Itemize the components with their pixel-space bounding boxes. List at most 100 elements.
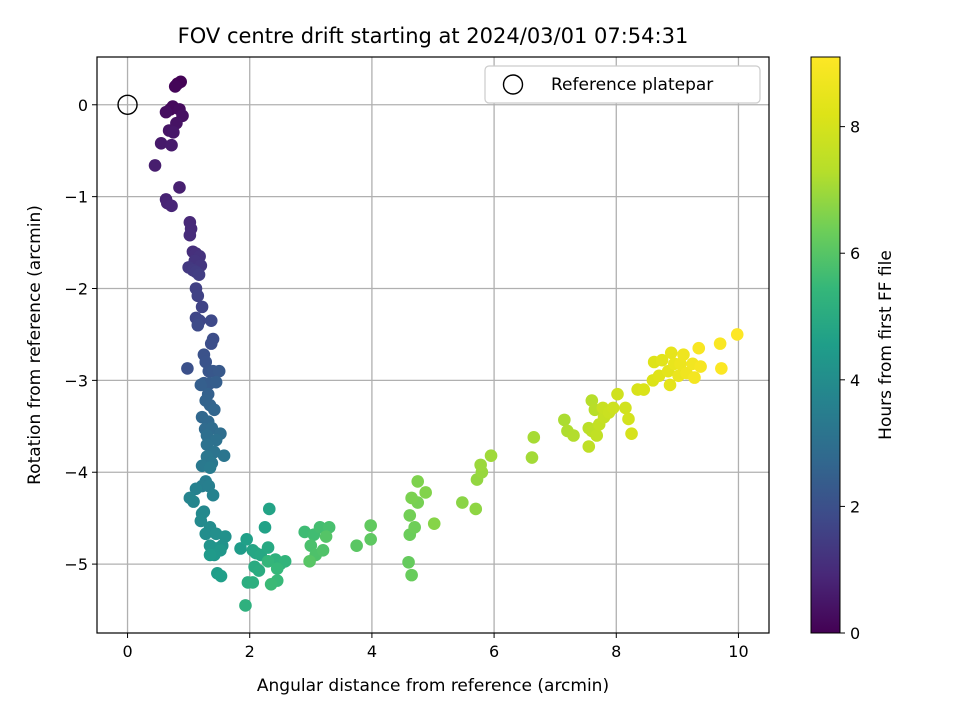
x-tick-label: 2 <box>245 642 255 661</box>
data-point <box>469 502 483 516</box>
data-point <box>206 488 220 502</box>
data-point <box>191 289 205 303</box>
data-point <box>405 568 418 582</box>
data-point <box>730 328 744 341</box>
data-point <box>167 126 180 139</box>
data-point <box>262 502 276 516</box>
data-point <box>590 429 604 442</box>
x-axis-label: Angular distance from reference (arcmin) <box>257 676 609 696</box>
data-point <box>187 495 200 508</box>
data-point <box>694 360 707 373</box>
data-point <box>611 387 624 401</box>
data-point <box>427 517 441 530</box>
x-tick-label: 10 <box>728 642 748 661</box>
data-point <box>527 431 541 444</box>
data-point <box>252 564 266 577</box>
data-point <box>154 137 168 150</box>
data-point <box>619 401 632 415</box>
data-point <box>713 337 727 350</box>
data-point <box>234 542 247 555</box>
y-ticks: 0 −1 −2 −3 −4 −5 <box>64 96 97 574</box>
data-point <box>558 413 571 427</box>
data-point <box>606 401 620 415</box>
data-points <box>148 75 744 612</box>
data-point <box>567 429 580 442</box>
colorbar-tick-label: 4 <box>850 371 860 390</box>
colorbar-tick-label: 0 <box>850 624 860 643</box>
data-point <box>203 461 217 474</box>
data-point <box>303 555 316 568</box>
data-point <box>194 514 208 528</box>
data-point <box>217 449 231 462</box>
x-ticks: 0 2 4 6 8 10 <box>122 633 749 661</box>
y-tick-label: −5 <box>64 555 88 574</box>
data-point <box>316 544 330 557</box>
data-point <box>403 509 417 522</box>
colorbar-tick-label: 8 <box>850 118 860 137</box>
data-point <box>192 268 206 282</box>
data-point <box>240 532 253 546</box>
data-point <box>204 314 218 327</box>
reference-point-icon <box>117 94 138 115</box>
data-point <box>203 548 217 562</box>
chart-title: FOV centre drift starting at 2024/03/01 … <box>178 24 689 48</box>
y-tick-label: −4 <box>64 463 88 482</box>
data-point <box>664 346 678 360</box>
x-tick-label: 8 <box>611 642 621 661</box>
data-point <box>214 569 228 583</box>
legend-marker-icon <box>502 74 524 95</box>
data-point <box>159 105 173 119</box>
data-point <box>264 578 278 591</box>
data-point <box>189 482 203 496</box>
grid <box>97 57 769 633</box>
data-point <box>474 458 487 472</box>
data-point <box>411 475 425 488</box>
colorbar-ticks: 0 2 4 6 8 <box>840 118 860 643</box>
y-tick-label: −3 <box>64 371 88 390</box>
data-point <box>364 519 377 532</box>
data-point <box>191 318 205 332</box>
data-point <box>278 555 292 568</box>
data-point <box>212 364 226 378</box>
data-point <box>663 378 677 392</box>
data-point <box>313 521 327 534</box>
data-point <box>419 486 432 499</box>
data-point <box>209 375 223 389</box>
data-point <box>405 491 418 505</box>
legend-label: Reference platepar <box>551 75 713 95</box>
data-point <box>402 555 415 569</box>
data-point <box>715 362 728 375</box>
data-point <box>655 353 669 367</box>
colorbar-label: Hours from first FF file <box>876 250 896 440</box>
data-point <box>181 362 194 375</box>
data-point <box>319 530 333 543</box>
x-tick-label: 4 <box>367 642 377 661</box>
y-tick-label: −1 <box>64 188 88 207</box>
data-point <box>622 412 635 426</box>
data-point <box>168 80 182 93</box>
y-tick-label: −2 <box>64 280 88 299</box>
legend-box <box>484 65 761 104</box>
data-point <box>350 539 363 553</box>
data-point <box>688 371 701 384</box>
data-point <box>692 341 706 355</box>
data-point <box>625 427 638 440</box>
colorbar <box>810 56 841 634</box>
data-point <box>246 576 260 589</box>
data-point <box>183 228 197 242</box>
data-point <box>173 181 186 194</box>
data-point <box>525 451 539 464</box>
data-point <box>199 527 213 541</box>
colorbar-tick-label: 6 <box>850 244 860 263</box>
data-point <box>364 532 377 546</box>
data-point <box>456 496 469 509</box>
data-point <box>239 599 252 612</box>
data-point <box>207 403 221 417</box>
legend: Reference platepar <box>484 65 761 104</box>
y-tick-label: 0 <box>78 96 88 115</box>
data-point <box>484 449 498 462</box>
data-point <box>582 440 596 453</box>
data-point <box>677 348 690 361</box>
y-axis-label: Rotation from reference (arcmin) <box>25 205 45 485</box>
data-point <box>165 199 178 213</box>
